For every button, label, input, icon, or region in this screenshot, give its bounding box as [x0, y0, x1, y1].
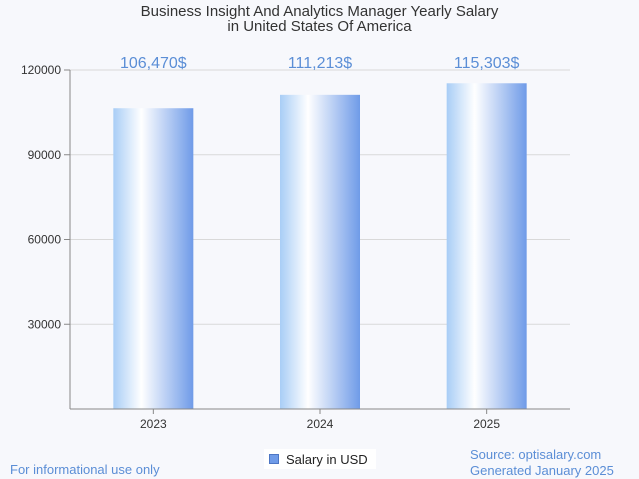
generated-text: Generated January 2025	[470, 463, 614, 478]
chart-title-line1: Business Insight And Analytics Manager Y…	[140, 3, 499, 20]
legend: Salary in USD	[264, 449, 376, 469]
y-tick-label: 60000	[28, 233, 62, 247]
y-tick-label: 30000	[28, 317, 62, 331]
bar	[113, 108, 194, 409]
axes	[64, 69, 570, 414]
chart-title: Business Insight And Analytics Manager Y…	[0, 4, 639, 34]
value-label: 115,303$	[454, 55, 520, 72]
chart-title-line2: in United States Of America	[227, 18, 412, 35]
bar	[280, 94, 360, 409]
value-label: 106,470$	[120, 55, 187, 72]
x-tick-label: 2025	[473, 417, 500, 431]
x-tick-label: 2024	[307, 417, 334, 431]
x-tick-label: 2023	[140, 417, 167, 431]
source-info: Source: optisalary.com Generated January…	[470, 447, 614, 479]
y-tick-label: 120000	[21, 63, 61, 77]
disclaimer-text: For informational use only	[10, 462, 160, 477]
legend-swatch	[269, 454, 279, 464]
bars	[113, 83, 527, 409]
y-tick-label: 90000	[28, 148, 62, 162]
value-label: 111,213$	[288, 55, 352, 72]
source-text: Source: optisalary.com	[470, 447, 602, 462]
legend-label: Salary in USD	[286, 451, 368, 467]
labels: 30000 60000 90000 120000 106,470$ 2023 111,213…	[21, 55, 520, 431]
bar	[446, 83, 527, 409]
